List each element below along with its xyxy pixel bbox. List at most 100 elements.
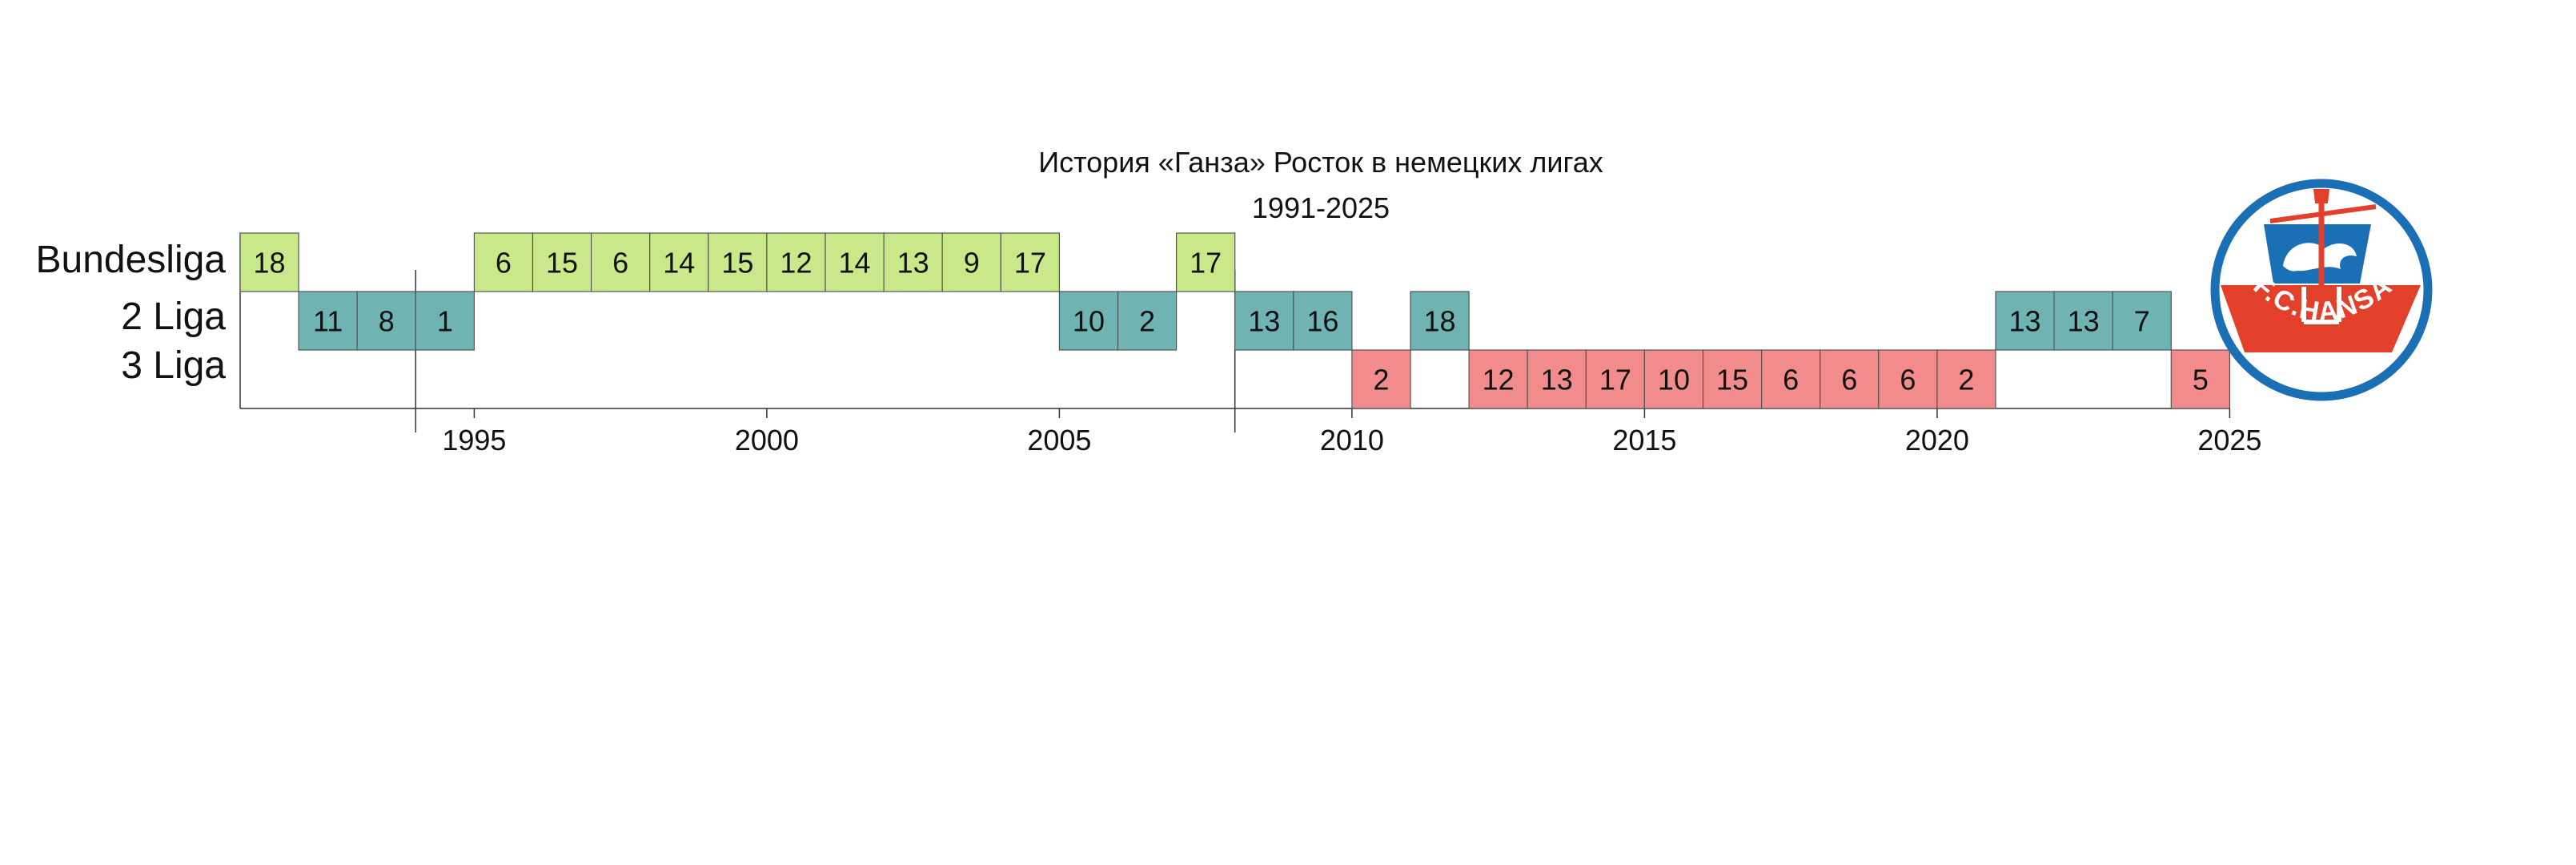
x-tick-label: 2000: [735, 424, 799, 457]
season-position-label: 6: [1900, 364, 1916, 396]
season-cell: 17: [1175, 232, 1236, 292]
season-bar: [2170, 349, 2231, 409]
season-cell: 2: [1936, 349, 1996, 409]
league-label-bundesliga: Bundesliga: [35, 239, 226, 281]
season-cell: 11: [298, 291, 358, 351]
season-cell: 14: [649, 232, 709, 292]
season-cell: 15: [532, 232, 592, 292]
season-position-label: 15: [546, 247, 578, 280]
season-position-label: 13: [2009, 305, 2041, 338]
season-bar: [239, 232, 299, 292]
season-cell: 15: [1702, 349, 1763, 409]
season-bar: [1995, 291, 2055, 351]
season-bar: [825, 232, 885, 292]
logo-yard: [2269, 204, 2377, 223]
fc-hansa-logo: F.C.HANSA: [2210, 179, 2433, 401]
chart-subtitle: 1991-2025: [1252, 191, 1390, 224]
season-cell: 10: [1058, 291, 1119, 351]
season-bar: [1410, 291, 1470, 351]
season-position-label: 6: [612, 247, 628, 280]
season-cell: 13: [1995, 291, 2055, 351]
season-bar: [473, 232, 534, 292]
season-bar: [2112, 291, 2172, 351]
season-position-label: 13: [1248, 305, 1280, 338]
season-bar: [941, 232, 1001, 292]
season-position-label: 11: [313, 305, 343, 338]
season-cell: 13: [1527, 349, 1587, 409]
season-cell: 13: [1234, 291, 1294, 351]
season-position-label: 9: [964, 247, 980, 280]
season-bar: [1293, 291, 1353, 351]
season-cell: 6: [473, 232, 534, 292]
season-cell: 6: [1761, 349, 1821, 409]
season-position-label: 14: [663, 247, 695, 280]
season-bar: [1585, 349, 1646, 409]
season-position-label: 18: [254, 247, 286, 280]
x-tick-label: 2025: [2197, 424, 2261, 457]
season-cell: 6: [1878, 349, 1938, 409]
season-position-label: 17: [1599, 364, 1631, 396]
season-position-label: 1: [437, 305, 453, 338]
season-position-label: 15: [721, 247, 753, 280]
league-label-2-liga: 2 Liga: [121, 296, 226, 338]
season-cell: 2: [1117, 291, 1178, 351]
season-bar: [1175, 232, 1236, 292]
season-cell: 17: [1585, 349, 1646, 409]
league-label-3-liga: 3 Liga: [121, 344, 226, 387]
x-tick-label: 2005: [1027, 424, 1091, 457]
season-position-label: 7: [2134, 305, 2150, 338]
season-cell: 18: [239, 232, 299, 292]
season-cell: 14: [825, 232, 885, 292]
season-cell: 17: [1000, 232, 1061, 292]
x-tick-label: 2020: [1905, 424, 1969, 457]
season-position-label: 16: [1306, 305, 1338, 338]
season-cell: 9: [941, 232, 1001, 292]
season-position-label: 10: [1073, 305, 1105, 338]
season-cell: 7: [2112, 291, 2172, 351]
season-position-label: 13: [2068, 305, 2100, 338]
season-bar: [1936, 349, 1996, 409]
season-bar: [590, 232, 651, 292]
season-bar: [1643, 349, 1704, 409]
x-tick-label: 2015: [1612, 424, 1676, 457]
season-bar: [1702, 349, 1763, 409]
season-bar: [415, 291, 475, 351]
season-position-label: 17: [1014, 247, 1046, 280]
season-position-label: 10: [1658, 364, 1690, 396]
season-bar: [649, 232, 709, 292]
season-cell: 13: [883, 232, 943, 292]
season-bar: [708, 232, 768, 292]
logo-crows-nest: [2313, 189, 2329, 203]
season-bar: [1878, 349, 1938, 409]
season-bar: [1000, 232, 1061, 292]
season-cell: 1: [415, 291, 475, 351]
season-cell: 12: [766, 232, 826, 292]
season-cell: 16: [1293, 291, 1353, 351]
season-bar: [2053, 291, 2113, 351]
season-bar: [356, 291, 416, 351]
x-tick-label: 1995: [442, 424, 506, 457]
season-cell: 6: [1820, 349, 1880, 409]
season-position-label: 13: [897, 247, 929, 280]
season-position-label: 14: [839, 247, 871, 280]
season-position-label: 2: [1958, 364, 1974, 396]
season-position-label: 6: [496, 247, 512, 280]
season-position-label: 15: [1716, 364, 1748, 396]
season-bar: [1234, 291, 1294, 351]
season-cell: 18: [1410, 291, 1470, 351]
season-cell: 6: [590, 232, 651, 292]
season-cell: 15: [708, 232, 768, 292]
x-axis: 1995 2000 2005 2010 2015 2020 2025: [239, 233, 2261, 457]
season-bar: [1820, 349, 1880, 409]
x-tick-label: 2010: [1320, 424, 1384, 457]
league-labels: Bundesliga 2 Liga 3 Liga: [35, 239, 226, 387]
season-bar: [1117, 291, 1178, 351]
season-position-label: 17: [1190, 247, 1222, 280]
chart-title: История «Ганза» Росток в немецких лигах: [1038, 146, 1603, 179]
season-cell: 8: [356, 291, 416, 351]
season-position-label: 2: [1373, 364, 1389, 396]
logo-hull: [2221, 285, 2421, 352]
season-position-label: 5: [2193, 364, 2209, 396]
season-position-label: 12: [780, 247, 812, 280]
